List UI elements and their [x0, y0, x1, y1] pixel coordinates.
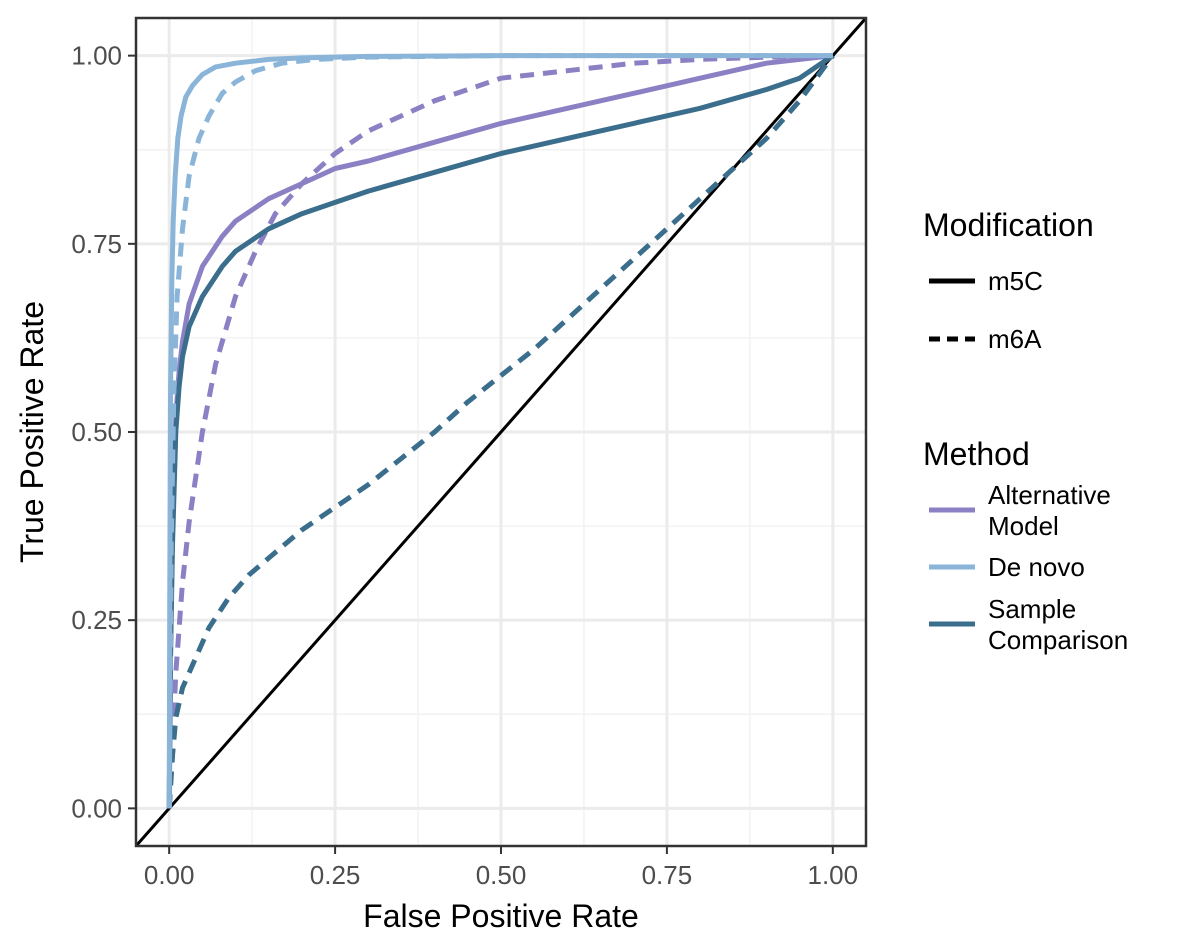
legend-method-title: Method — [923, 436, 1030, 472]
x-axis-ticks: 0.00 0.25 0.50 0.75 1.00 — [144, 846, 858, 890]
y-axis-title: True Positive Rate — [14, 301, 50, 563]
x-tick-label: 0.50 — [476, 860, 527, 890]
series-sample-comparison-m6a — [166, 54, 835, 809]
legend-label-sample-comparison: Sample — [988, 594, 1076, 624]
series-alternative-model-m6a — [166, 53, 833, 809]
y-tick-label: 0.50 — [71, 417, 122, 447]
y-tick-label: 0.00 — [71, 793, 122, 823]
legend-label-alternative-model: Model — [988, 511, 1059, 541]
series-lines — [166, 53, 835, 809]
x-tick-label: 0.75 — [642, 860, 693, 890]
x-tick-label: 0.25 — [310, 860, 361, 890]
legend-modification: Modification m5C m6A — [923, 207, 1094, 354]
legend-label-m5c: m5C — [988, 266, 1043, 296]
x-axis-title: False Positive Rate — [363, 898, 639, 934]
series-sample-comparison-m5c — [166, 53, 835, 809]
y-tick-label: 0.25 — [71, 605, 122, 635]
legend-label-de-novo: De novo — [988, 552, 1085, 582]
x-tick-label: 0.00 — [144, 860, 195, 890]
legend-label-m6a: m6A — [988, 324, 1042, 354]
y-axis-ticks: 0.00 0.25 0.50 0.75 1.00 — [71, 41, 136, 823]
legend-modification-title: Modification — [923, 207, 1094, 243]
y-tick-label: 1.00 — [71, 41, 122, 71]
legend-label-alternative-model: Alternative — [988, 480, 1111, 510]
series-de-novo-m5c — [166, 53, 833, 809]
legend-label-sample-comparison: Comparison — [988, 625, 1128, 655]
y-tick-label: 0.75 — [71, 229, 122, 259]
x-tick-label: 1.00 — [808, 860, 859, 890]
